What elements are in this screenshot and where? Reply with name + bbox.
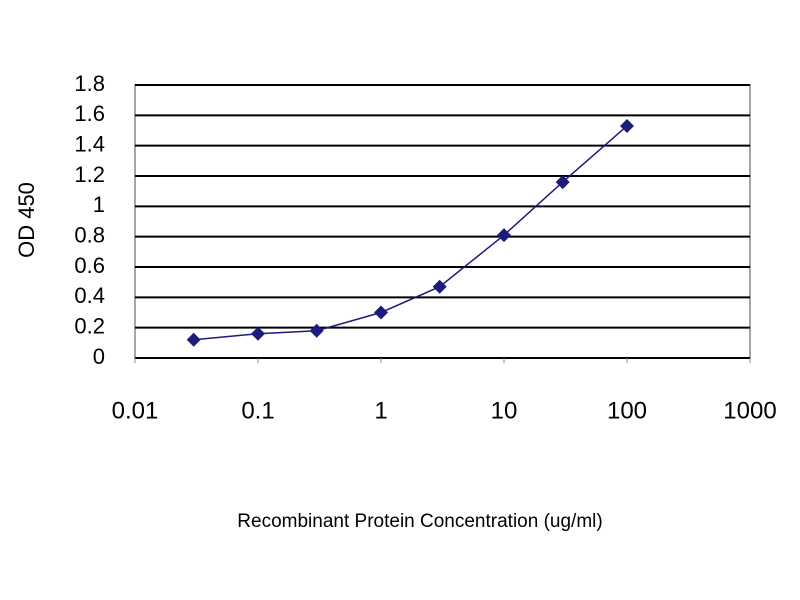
y-tick-label: 0 <box>93 344 105 369</box>
plot-area <box>134 84 751 359</box>
y-tick-label: 0.8 <box>74 222 105 247</box>
data-point <box>497 228 511 243</box>
y-tick-label: 1.4 <box>74 131 105 156</box>
x-tick-label: 0.01 <box>112 397 159 424</box>
y-tick-label: 1.6 <box>74 101 105 126</box>
x-tick-label: 1000 <box>723 397 776 424</box>
x-axis-title: Recombinant Protein Concentration (ug/ml… <box>237 511 602 532</box>
y-tick-label: 0.2 <box>74 313 105 338</box>
x-tick-label: 1 <box>374 397 387 424</box>
y-tick-label: 0.6 <box>74 253 105 278</box>
y-tick-label: 1 <box>93 192 105 217</box>
data-point <box>251 326 265 341</box>
data-line <box>193 125 628 341</box>
data-point <box>309 323 324 338</box>
data-point <box>432 279 447 294</box>
y-tick-label: 1.8 <box>74 71 105 96</box>
data-point <box>186 332 201 347</box>
data-point <box>374 305 388 320</box>
data-point <box>620 118 634 133</box>
y-tick-label: 0.4 <box>74 283 105 308</box>
y-axis-title: OD 450 <box>14 182 39 258</box>
x-tick-label: 10 <box>491 397 518 424</box>
x-tick-label: 0.1 <box>241 397 274 424</box>
data-point <box>555 175 570 190</box>
y-tick-label: 1.2 <box>74 162 105 187</box>
x-tick-label: 100 <box>607 397 647 424</box>
